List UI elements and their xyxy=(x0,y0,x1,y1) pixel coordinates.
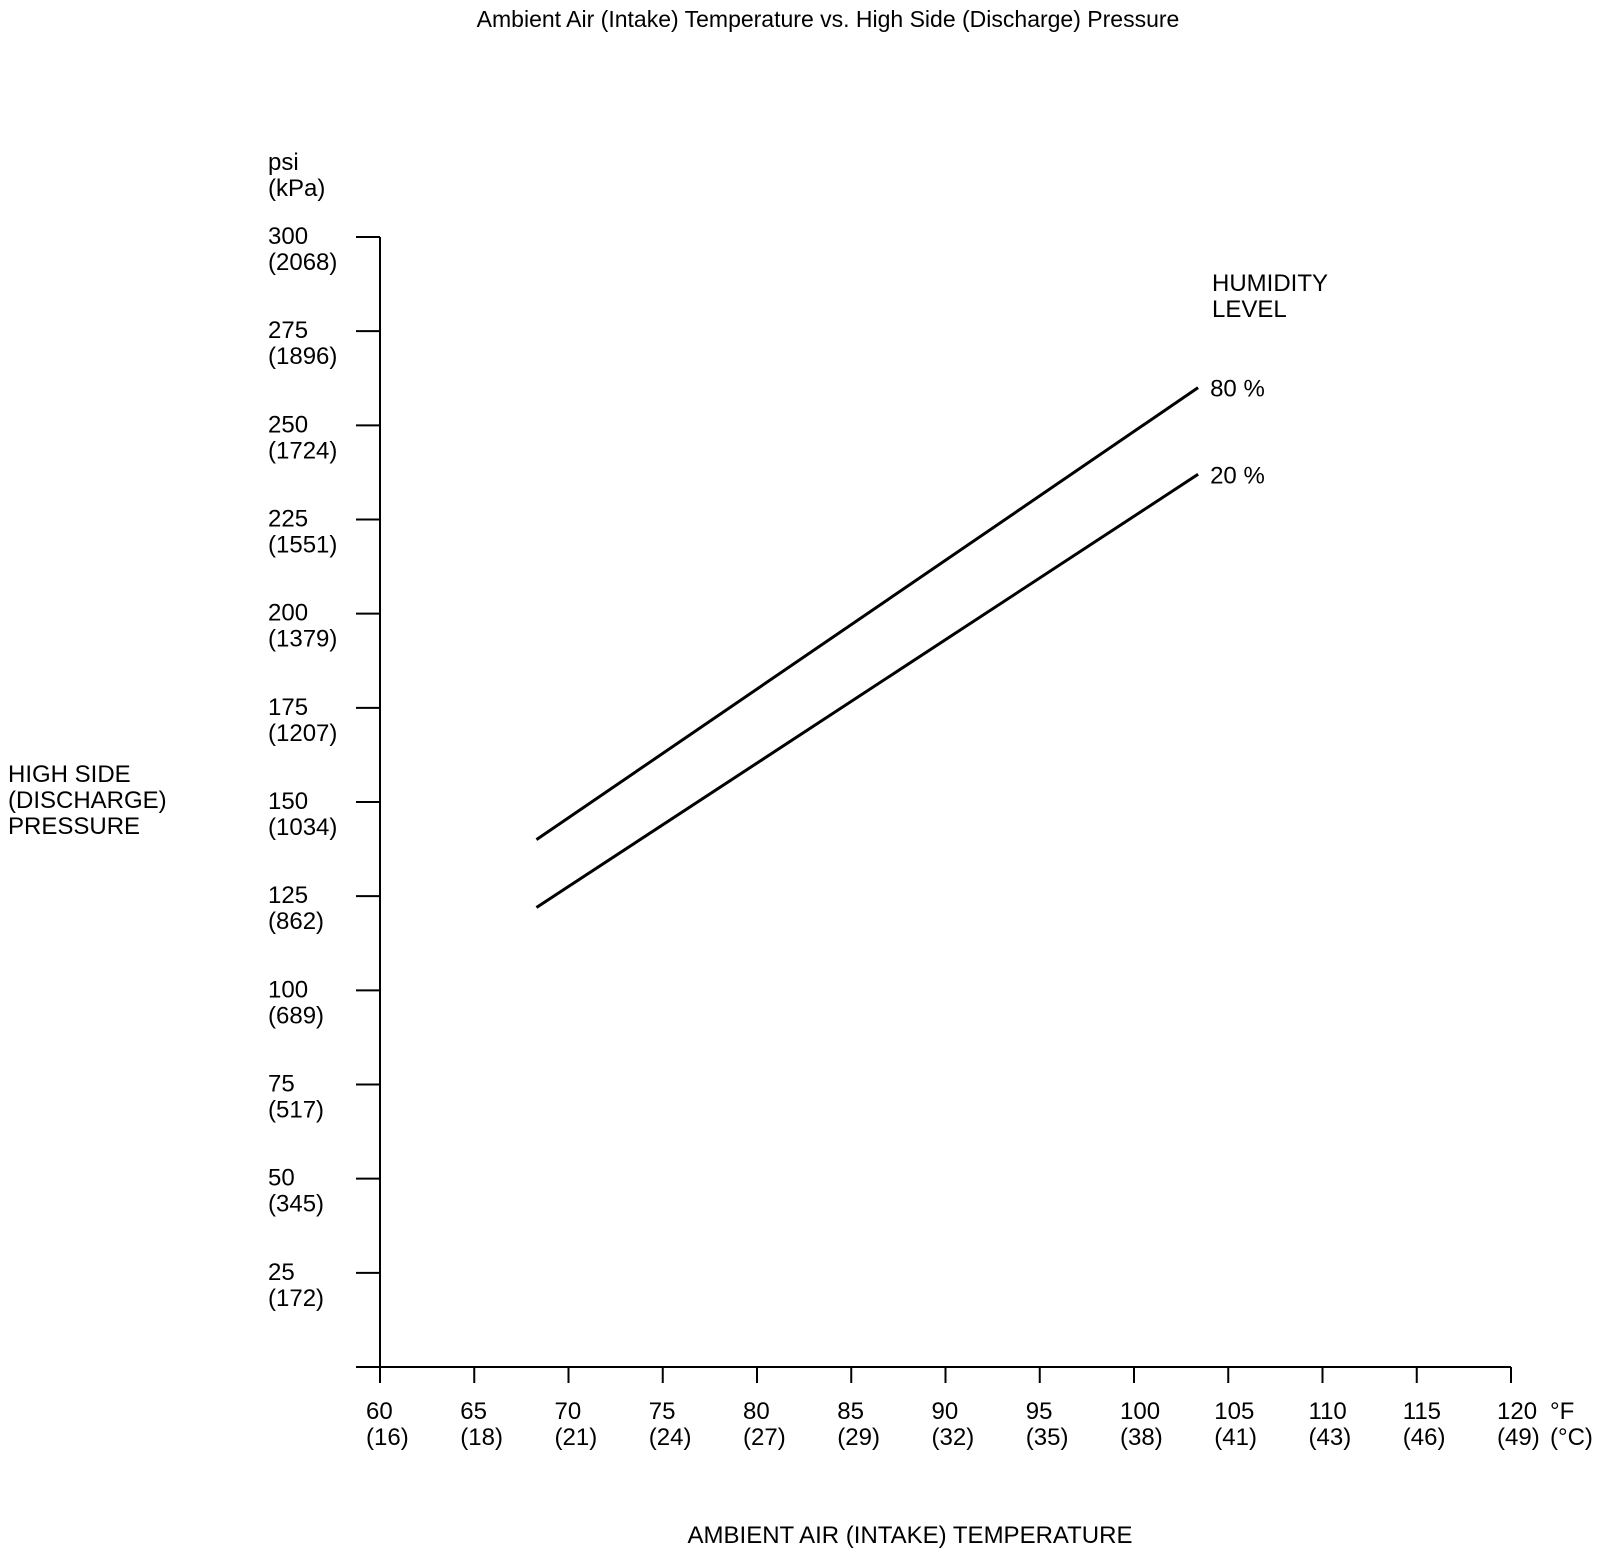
x-tick-label-f: 90 xyxy=(932,1398,959,1425)
x-tick-label-c: (49) xyxy=(1497,1424,1540,1451)
x-tick-label-f: 95 xyxy=(1026,1398,1053,1425)
series-label-0: 80 % xyxy=(1210,376,1265,403)
y-axis-title-line: (DISCHARGE) xyxy=(8,787,167,814)
x-tick-label-f: 105 xyxy=(1214,1398,1254,1425)
y-tick-label-psi: 125 xyxy=(268,882,308,909)
x-tick-label-c: (38) xyxy=(1120,1424,1163,1451)
legend-title-line: HUMIDITY xyxy=(1212,270,1328,297)
y-tick-label-kpa: (2068) xyxy=(268,249,337,276)
series-line-1 xyxy=(535,473,1199,909)
x-tick-label-f: 85 xyxy=(837,1398,864,1425)
y-tick-label-psi: 150 xyxy=(268,788,308,815)
x-tick-label-c: (41) xyxy=(1214,1424,1257,1451)
y-tick-label-kpa: (689) xyxy=(268,1002,324,1029)
x-tick-label-c: (24) xyxy=(649,1424,692,1451)
x-tick-label-f: 120 xyxy=(1497,1398,1537,1425)
y-tick-label-kpa: (517) xyxy=(268,1097,324,1124)
x-tick-label-f: 110 xyxy=(1309,1398,1347,1425)
y-tick-label-psi: 50 xyxy=(268,1165,295,1192)
y-tick-label-psi: 100 xyxy=(268,976,308,1003)
y-tick-label-psi: 175 xyxy=(268,694,308,721)
x-tick-label-c: (43) xyxy=(1309,1424,1352,1451)
x-tick-label-f: 100 xyxy=(1120,1398,1160,1425)
y-tick-label-kpa: (172) xyxy=(268,1285,324,1312)
y-axis-title-line: HIGH SIDE xyxy=(8,761,131,788)
x-tick-label-f: 60 xyxy=(366,1398,393,1425)
series-line-0 xyxy=(535,386,1199,841)
x-tick-label-c: (16) xyxy=(366,1424,409,1451)
y-tick-label-psi: 250 xyxy=(268,411,308,438)
x-tick-label-c: (35) xyxy=(1026,1424,1069,1451)
y-tick-label-kpa: (1896) xyxy=(268,343,337,370)
x-tick-label-f: 115 xyxy=(1403,1398,1441,1425)
y-tick-label-kpa: (1724) xyxy=(268,437,337,464)
x-unit-f: °F xyxy=(1550,1398,1574,1425)
x-tick-label-f: 80 xyxy=(743,1398,770,1425)
x-tick-label-c: (32) xyxy=(932,1424,975,1451)
chart-title: Ambient Air (Intake) Temperature vs. Hig… xyxy=(477,6,1180,32)
y-tick-label-kpa: (345) xyxy=(268,1191,324,1218)
y-tick-label-psi: 200 xyxy=(268,600,308,627)
legend-title-line: LEVEL xyxy=(1212,296,1287,323)
x-tick-label-c: (18) xyxy=(460,1424,503,1451)
series-label-1: 20 % xyxy=(1210,462,1265,489)
x-tick-label-c: (46) xyxy=(1403,1424,1446,1451)
x-tick-label-c: (21) xyxy=(555,1424,598,1451)
x-axis-title: AMBIENT AIR (INTAKE) TEMPERATURE xyxy=(688,1522,1133,1549)
y-unit-kpa: (kPa) xyxy=(268,175,325,202)
y-tick-label-psi: 275 xyxy=(268,317,308,344)
y-unit-psi: psi xyxy=(268,149,299,176)
y-tick-label-psi: 25 xyxy=(268,1259,295,1286)
x-tick-label-c: (29) xyxy=(837,1424,880,1451)
y-tick-label-psi: 75 xyxy=(268,1071,295,1098)
x-tick-label-f: 65 xyxy=(460,1398,487,1425)
x-tick-label-c: (27) xyxy=(743,1424,786,1451)
x-unit-c: (°C) xyxy=(1550,1424,1593,1451)
y-tick-label-kpa: (1379) xyxy=(268,626,337,653)
y-tick-label-psi: 225 xyxy=(268,506,308,533)
y-tick-label-kpa: (1207) xyxy=(268,720,337,747)
y-tick-label-psi: 300 xyxy=(268,223,308,250)
x-tick-label-f: 75 xyxy=(649,1398,676,1425)
y-tick-label-kpa: (862) xyxy=(268,908,324,935)
x-tick-label-f: 70 xyxy=(555,1398,582,1425)
y-axis-title-line: PRESSURE xyxy=(8,813,140,840)
y-tick-label-kpa: (1034) xyxy=(268,814,337,841)
y-tick-label-kpa: (1551) xyxy=(268,532,337,559)
